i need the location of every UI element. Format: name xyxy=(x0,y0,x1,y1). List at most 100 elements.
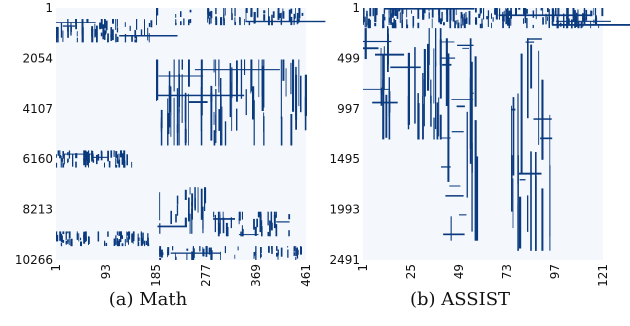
heatmap-cell xyxy=(175,252,176,260)
heatmap-cell xyxy=(56,162,58,168)
heatmap-cell xyxy=(65,240,67,245)
heatmap-cell xyxy=(159,258,162,260)
y-tick-label: 1993 xyxy=(329,203,360,217)
heatmap-cell xyxy=(62,159,64,168)
heatmap-cell xyxy=(369,19,371,29)
heatmap-cell xyxy=(250,59,253,92)
heatmap-cell xyxy=(118,241,120,247)
heatmap-cell xyxy=(112,29,114,41)
heatmap-cell xyxy=(181,59,183,70)
heatmap-cell xyxy=(202,210,204,234)
heatmap-cell xyxy=(438,9,441,23)
heatmap-cell xyxy=(115,19,117,30)
heatmap-cell xyxy=(478,13,481,18)
heatmap-cell xyxy=(80,241,82,247)
heatmap-cell xyxy=(107,33,109,43)
heatmap-cell xyxy=(188,101,208,103)
heatmap-cell xyxy=(556,20,611,22)
heatmap-cell xyxy=(207,17,209,23)
heatmap-cell xyxy=(446,9,449,22)
heatmap-cell xyxy=(383,9,386,14)
heatmap-cell xyxy=(194,198,196,211)
heatmap-cell xyxy=(436,102,439,140)
heatmap-cell xyxy=(423,49,426,97)
heatmap-cell xyxy=(181,74,183,123)
heatmap-cell xyxy=(430,95,432,127)
heatmap-cell xyxy=(601,8,604,17)
heatmap-cell xyxy=(474,120,477,241)
heatmap-cell xyxy=(76,37,78,43)
heatmap-cell xyxy=(372,8,374,16)
heatmap-cell xyxy=(84,155,87,168)
heatmap-cell xyxy=(433,48,435,104)
heatmap-cell xyxy=(110,27,113,41)
heatmap-cell xyxy=(433,117,435,140)
heatmap-cell xyxy=(234,8,236,17)
heatmap-cell xyxy=(272,11,275,18)
heatmap-cell xyxy=(372,101,398,104)
heatmap-cell xyxy=(374,8,377,23)
heatmap-cell xyxy=(210,247,212,258)
heatmap-cell xyxy=(270,222,273,231)
heatmap-cell xyxy=(100,32,103,37)
heatmap-cell xyxy=(428,12,430,19)
heatmap-cell xyxy=(134,39,137,43)
heatmap-cell xyxy=(104,162,105,168)
heatmap-cell xyxy=(535,8,537,20)
heatmap-cell xyxy=(204,187,207,204)
heatmap-cell xyxy=(160,251,162,255)
heatmap-cell xyxy=(219,211,221,220)
heatmap-cell xyxy=(104,19,106,29)
heatmap-cell xyxy=(256,218,258,228)
heatmap-cell xyxy=(547,16,548,21)
heatmap-cell xyxy=(263,14,266,21)
heatmap-cell xyxy=(549,114,551,237)
heatmap-cell xyxy=(136,36,138,43)
heatmap-cell xyxy=(277,249,279,256)
heatmap-cell xyxy=(118,231,120,236)
heatmap-cell xyxy=(105,29,107,34)
heatmap-cell xyxy=(218,109,221,131)
heatmap-cell xyxy=(406,24,409,29)
heatmap-cell xyxy=(126,232,129,236)
heatmap-cell xyxy=(507,14,509,19)
heatmap-cell xyxy=(238,218,240,225)
heatmap-cell xyxy=(304,74,307,116)
heatmap-cell xyxy=(275,211,277,218)
heatmap-cell xyxy=(115,151,118,158)
heatmap-cell xyxy=(290,8,293,14)
heatmap-cell xyxy=(460,12,463,19)
heatmap-cell xyxy=(481,18,483,29)
heatmap-cell xyxy=(422,103,424,140)
heatmap-cell xyxy=(457,22,460,29)
heatmap-cell xyxy=(230,217,232,229)
heatmap-cell xyxy=(296,247,298,251)
heatmap-cell xyxy=(205,246,208,254)
heatmap-cell xyxy=(271,246,273,254)
heatmap-cell xyxy=(88,162,89,168)
heatmap-cell xyxy=(383,46,385,90)
heatmap-cell xyxy=(551,8,554,20)
heatmap-cell xyxy=(83,234,86,244)
heatmap-cell xyxy=(68,231,71,239)
heatmap-cell xyxy=(590,10,593,17)
heatmap-cell xyxy=(494,9,496,14)
heatmap-cell xyxy=(391,8,394,17)
heatmap-cell xyxy=(215,59,217,87)
heatmap-cell xyxy=(107,231,109,237)
heatmap-cell xyxy=(511,105,512,183)
dense-block xyxy=(363,8,630,29)
heatmap-cell xyxy=(207,8,210,19)
heatmap-cell xyxy=(131,35,133,42)
heatmap-cell xyxy=(572,8,575,16)
heatmap-cell xyxy=(280,116,283,146)
heatmap-cell xyxy=(142,240,144,245)
heatmap-cell xyxy=(223,8,225,19)
heatmap-cell xyxy=(300,246,302,255)
heatmap-cell xyxy=(487,18,489,27)
y-tick-label: 8213 xyxy=(22,203,53,217)
heatmap-cell xyxy=(176,124,179,146)
heatmap-cell xyxy=(287,249,289,258)
heatmap-background xyxy=(363,8,603,260)
heatmap-cell xyxy=(431,18,433,29)
